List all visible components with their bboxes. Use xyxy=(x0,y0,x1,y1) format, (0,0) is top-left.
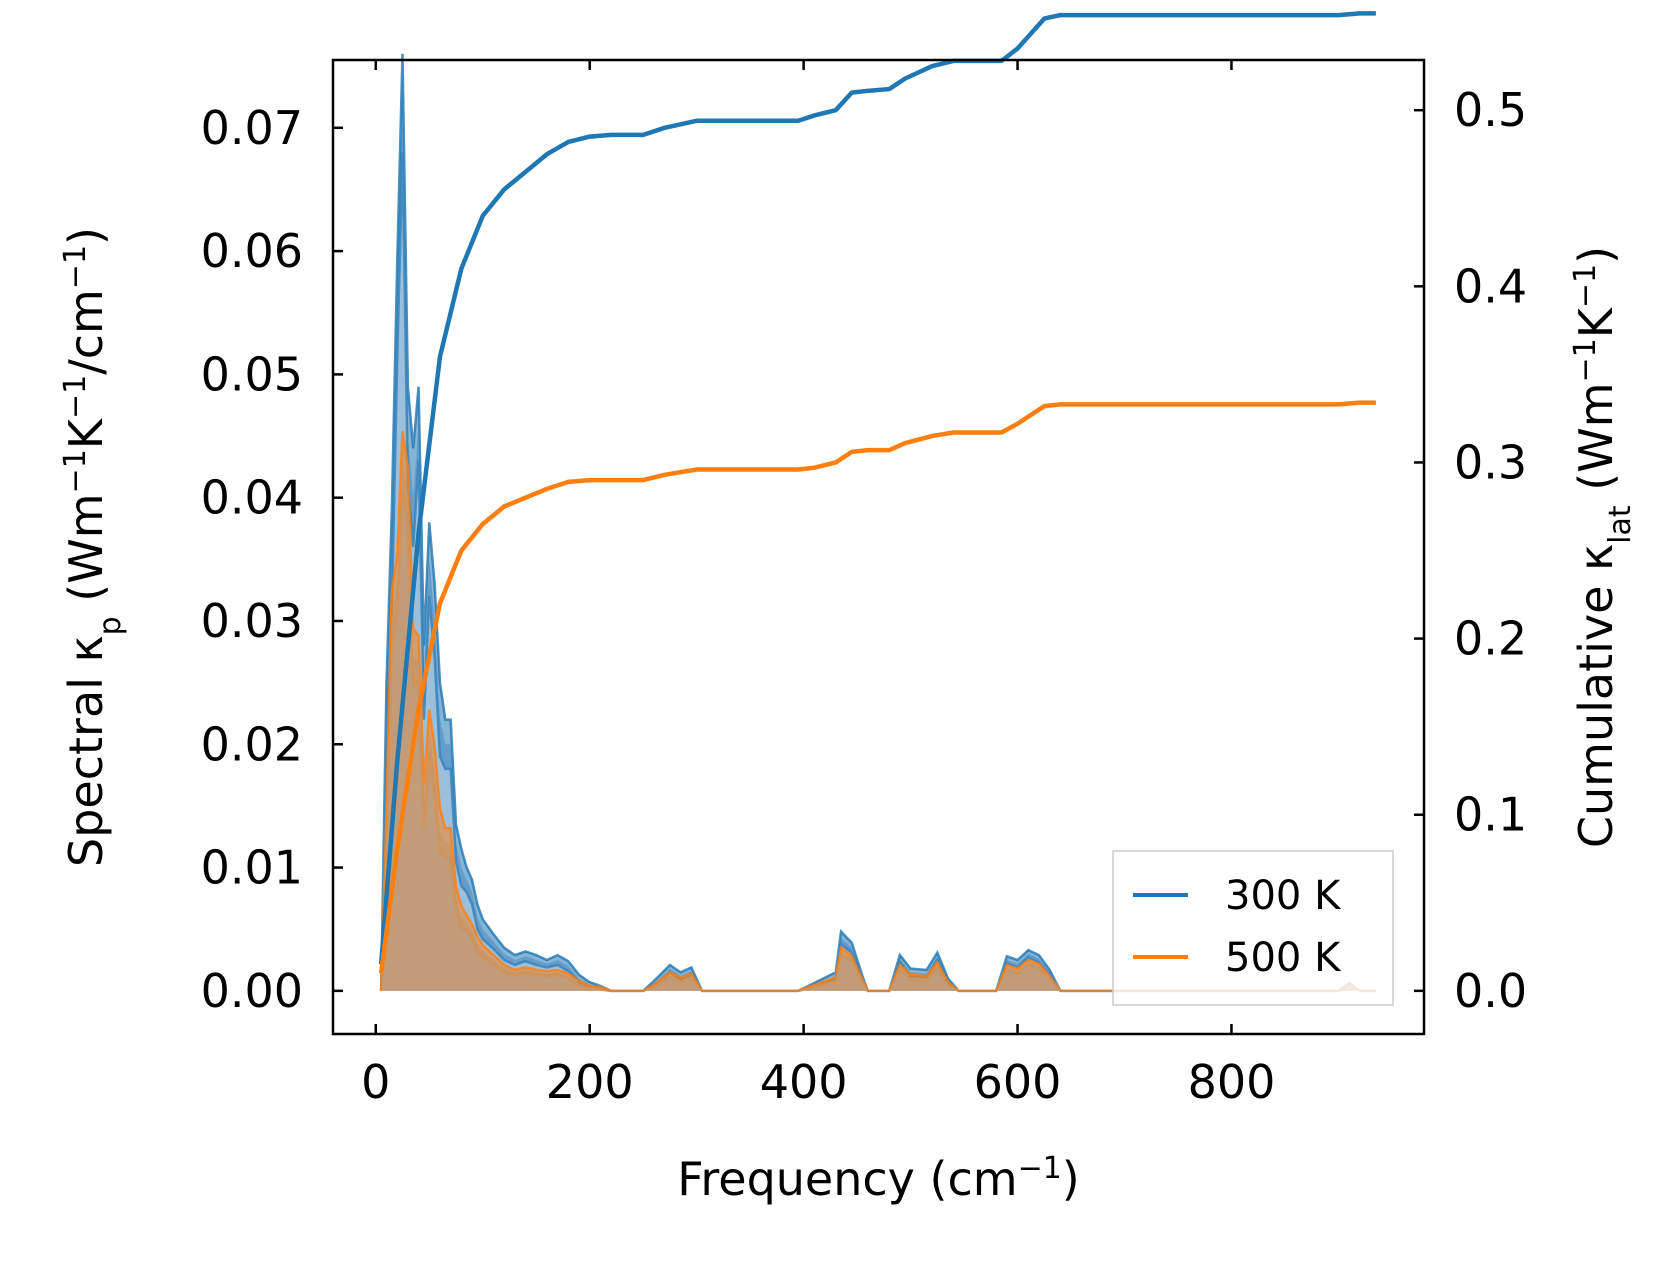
axis-title-part: (Wm xyxy=(59,493,113,616)
y-right-axis-title: Cumulative κlat (Wm−1K−1) xyxy=(1568,246,1638,848)
y-left-tick-label: 0.06 xyxy=(201,224,303,278)
cumulative-line-500k xyxy=(378,400,1376,974)
cumulative-lines xyxy=(378,11,1376,974)
axis-title-part: (Wm xyxy=(1569,382,1623,505)
y-right-tick-label: 0.4 xyxy=(1454,259,1527,313)
x-tick-label: 800 xyxy=(1188,1055,1276,1109)
axis-title-part: −1 xyxy=(58,449,93,493)
plot-frame xyxy=(331,58,1426,1036)
x-tick-label: 600 xyxy=(974,1055,1062,1109)
axis-title-part: −1 xyxy=(58,245,93,289)
x-axis-title: Frequency (cm−1) xyxy=(677,1151,1080,1207)
axis-title-part: p xyxy=(93,616,128,635)
legend-box xyxy=(1112,850,1394,1006)
axis-title-part: K xyxy=(1569,306,1623,338)
legend: 300 K 500 K xyxy=(1112,850,1394,1006)
y-right-tick-label: 0.5 xyxy=(1454,83,1527,137)
legend-label-500k: 500 K xyxy=(1225,935,1342,981)
axis-title-part: −1 xyxy=(1568,338,1603,382)
axis-title-part: −1 xyxy=(58,375,93,419)
y-right-tick-label: 0.1 xyxy=(1454,788,1527,842)
y-left-tick-label: 0.00 xyxy=(201,964,303,1018)
axis-title-part: Cumulative κ xyxy=(1569,544,1623,848)
legend-label-300k: 300 K xyxy=(1225,873,1342,919)
axis-title-part: ) xyxy=(59,227,113,245)
x-tick-label: 0 xyxy=(361,1055,390,1109)
y-right-tick-label: 0.3 xyxy=(1454,435,1527,489)
cumulative-line-300k xyxy=(378,11,1376,965)
x-tick-label: 200 xyxy=(546,1055,634,1109)
spectral-fills xyxy=(379,53,1376,993)
x-axis-title-main: Frequency (cm xyxy=(677,1152,1017,1206)
y-right-tick-label: 0.2 xyxy=(1454,612,1527,666)
y-left-tick-label: 0.02 xyxy=(201,717,303,771)
y-left-tick-label: 0.04 xyxy=(201,471,303,525)
y-left-tick-label: 0.03 xyxy=(201,594,303,648)
axis-title-part: −1 xyxy=(1568,264,1603,308)
x-axis-title-tail: ) xyxy=(1062,1152,1080,1206)
axis-title-part: lat xyxy=(1603,505,1638,544)
y-left-tick-label: 0.01 xyxy=(201,841,303,895)
y-right-tick-label: 0.0 xyxy=(1454,964,1527,1018)
x-tick-label: 400 xyxy=(760,1055,848,1109)
axis-title-part: /cm xyxy=(59,289,113,375)
axis-title-part: K xyxy=(59,417,113,449)
x-axis-title-sup: −1 xyxy=(1018,1151,1062,1186)
y-left-tick-label: 0.07 xyxy=(201,101,303,155)
axis-ticks: 0 200 400 600 800 0.00 0.01 0.02 0.03 0.04 0.05 0.0… xyxy=(201,60,1527,1109)
axis-title-part: Spectral κ xyxy=(59,635,113,867)
axis-title-part: ) xyxy=(1569,246,1623,264)
y-left-axis-title: Spectral κp (Wm−1K−1/cm−1) xyxy=(58,227,128,867)
y-left-tick-label: 0.05 xyxy=(201,347,303,401)
